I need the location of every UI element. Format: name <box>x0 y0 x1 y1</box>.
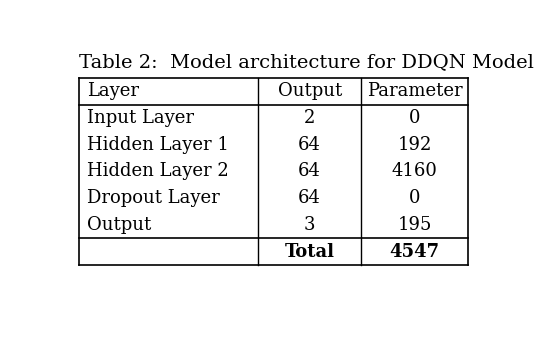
Text: Hidden Layer 2: Hidden Layer 2 <box>87 162 229 181</box>
Text: Output: Output <box>87 216 151 234</box>
Text: 4160: 4160 <box>392 162 438 181</box>
Text: Table 2:  Model architecture for DDQN Model 0: Table 2: Model architecture for DDQN Mod… <box>79 53 534 72</box>
Text: Parameter: Parameter <box>367 82 462 100</box>
Text: Dropout Layer: Dropout Layer <box>87 189 219 207</box>
Text: 195: 195 <box>397 216 432 234</box>
Text: 192: 192 <box>397 136 432 154</box>
Text: 64: 64 <box>298 189 321 207</box>
Text: Input Layer: Input Layer <box>87 109 194 127</box>
Text: 2: 2 <box>304 109 316 127</box>
Text: 64: 64 <box>298 162 321 181</box>
Text: 0: 0 <box>409 109 420 127</box>
Text: 3: 3 <box>304 216 316 234</box>
Text: Layer: Layer <box>87 82 139 100</box>
Text: 64: 64 <box>298 136 321 154</box>
Text: Hidden Layer 1: Hidden Layer 1 <box>87 136 229 154</box>
Text: 4547: 4547 <box>390 242 440 261</box>
Text: Output: Output <box>278 82 342 100</box>
Text: Total: Total <box>285 242 335 261</box>
Text: 0: 0 <box>409 189 420 207</box>
